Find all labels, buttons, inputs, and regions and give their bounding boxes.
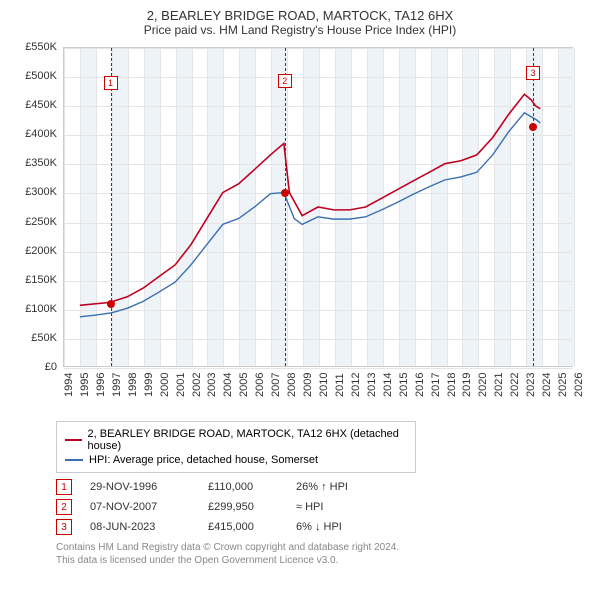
legend-item: 2, BEARLEY BRIDGE ROAD, MARTOCK, TA12 6H… [65, 428, 407, 452]
sale-row-hpi: ≈ HPI [296, 501, 376, 513]
y-axis-label: £300K [25, 186, 57, 198]
sale-row-marker: 3 [56, 519, 72, 535]
gridline-vertical [574, 48, 575, 366]
sale-marker-dot [529, 123, 537, 131]
legend: 2, BEARLEY BRIDGE ROAD, MARTOCK, TA12 6H… [56, 421, 416, 473]
x-axis-label: 1999 [143, 373, 155, 397]
y-axis-label: £100K [25, 303, 57, 315]
x-axis-label: 2021 [493, 373, 505, 397]
sales-table: 1 29-NOV-1996 £110,000 26% ↑ HPI 2 07-NOV-200… [56, 479, 580, 535]
sale-row: 2 07-NOV-2007 £299,950 ≈ HPI [56, 499, 580, 515]
x-axis-label: 1996 [95, 373, 107, 397]
legend-label: HPI: Average price, detached house, Some… [89, 454, 318, 466]
x-axis-label: 2016 [414, 373, 426, 397]
sale-row-price: £110,000 [208, 481, 278, 493]
y-axis-label: £350K [25, 157, 57, 169]
x-axis-label: 2008 [286, 373, 298, 397]
x-axis-label: 2025 [557, 373, 569, 397]
y-axis-label: £0 [45, 361, 57, 373]
chart-subtitle: Price paid vs. HM Land Registry's House … [10, 23, 590, 37]
x-axis-label: 2019 [461, 373, 473, 397]
chart-area: £0 £50K £100K £150K £200K £250K £300K £350K £400… [15, 43, 585, 413]
x-axis-label: 2001 [175, 373, 187, 397]
footer-attribution: Contains HM Land Registry data © Crown c… [56, 541, 580, 567]
x-axis-label: 2007 [270, 373, 282, 397]
sale-marker-line [111, 48, 112, 366]
x-axis-label: 1995 [79, 373, 91, 397]
x-axis-label: 2011 [334, 373, 346, 397]
sale-marker-line [285, 48, 286, 366]
legend-item: HPI: Average price, detached house, Some… [65, 454, 407, 466]
x-axis-label: 2015 [398, 373, 410, 397]
x-axis-label: 2017 [430, 373, 442, 397]
x-axis-label: 2013 [366, 373, 378, 397]
sale-row-marker: 2 [56, 499, 72, 515]
x-axis-label: 2014 [382, 373, 394, 397]
sale-row-date: 08-JUN-2023 [90, 521, 190, 533]
chart-title: 2, BEARLEY BRIDGE ROAD, MARTOCK, TA12 6H… [10, 8, 590, 23]
x-axis-label: 2023 [525, 373, 537, 397]
x-axis-label: 2004 [222, 373, 234, 397]
sale-row-date: 07-NOV-2007 [90, 501, 190, 513]
legend-label: 2, BEARLEY BRIDGE ROAD, MARTOCK, TA12 6H… [88, 428, 407, 452]
sale-row-price: £415,000 [208, 521, 278, 533]
x-axis-label: 1997 [111, 373, 123, 397]
x-axis-label: 2022 [509, 373, 521, 397]
sale-row-hpi: 6% ↓ HPI [296, 521, 376, 533]
x-axis-label: 2010 [318, 373, 330, 397]
x-axis-label: 2026 [573, 373, 585, 397]
sale-marker-line [533, 48, 534, 366]
y-axis-label: £450K [25, 99, 57, 111]
sale-marker-box: 3 [526, 66, 540, 80]
x-axis-label: 2005 [238, 373, 250, 397]
sale-marker-box: 1 [104, 76, 118, 90]
sale-row: 1 29-NOV-1996 £110,000 26% ↑ HPI [56, 479, 580, 495]
x-axis-label: 2009 [302, 373, 314, 397]
sale-row-date: 29-NOV-1996 [90, 481, 190, 493]
x-axis-label: 2012 [350, 373, 362, 397]
x-axis-label: 2024 [541, 373, 553, 397]
sale-row: 3 08-JUN-2023 £415,000 6% ↓ HPI [56, 519, 580, 535]
y-axis: £0£50K£100K£150K£200K£250K£300K£350K£400… [15, 47, 61, 367]
x-axis-label: 2002 [191, 373, 203, 397]
x-axis-label: 2018 [446, 373, 458, 397]
line-series-hpi_index [80, 113, 540, 317]
plot-area: 1 2 3 [63, 47, 573, 367]
footer-line-2: This data is licensed under the Open Gov… [56, 554, 580, 567]
x-axis-label: 1998 [127, 373, 139, 397]
y-axis-label: £550K [25, 41, 57, 53]
y-axis-label: £250K [25, 216, 57, 228]
x-axis-label: 2003 [206, 373, 218, 397]
sale-marker-dot [107, 300, 115, 308]
footer-line-1: Contains HM Land Registry data © Crown c… [56, 541, 580, 554]
sale-row-hpi: 26% ↑ HPI [296, 481, 376, 493]
y-axis-label: £50K [31, 332, 57, 344]
x-axis-label: 2000 [159, 373, 171, 397]
y-axis-label: £150K [25, 274, 57, 286]
y-axis-label: £500K [25, 70, 57, 82]
legend-swatch [65, 459, 83, 461]
legend-swatch [65, 439, 82, 441]
line-series-svg [64, 48, 572, 366]
sale-marker-dot [281, 189, 289, 197]
y-axis-label: £200K [25, 245, 57, 257]
x-axis-label: 2006 [254, 373, 266, 397]
y-axis-label: £400K [25, 128, 57, 140]
x-axis-label: 1994 [63, 373, 75, 397]
sale-marker-box: 2 [278, 74, 292, 88]
x-axis-label: 2020 [477, 373, 489, 397]
line-series-price_paid [80, 94, 540, 305]
sale-row-price: £299,950 [208, 501, 278, 513]
sale-row-marker: 1 [56, 479, 72, 495]
x-axis: 1994 1995 1996 1997 1998 1999 2000 2001 20022003… [63, 369, 573, 413]
